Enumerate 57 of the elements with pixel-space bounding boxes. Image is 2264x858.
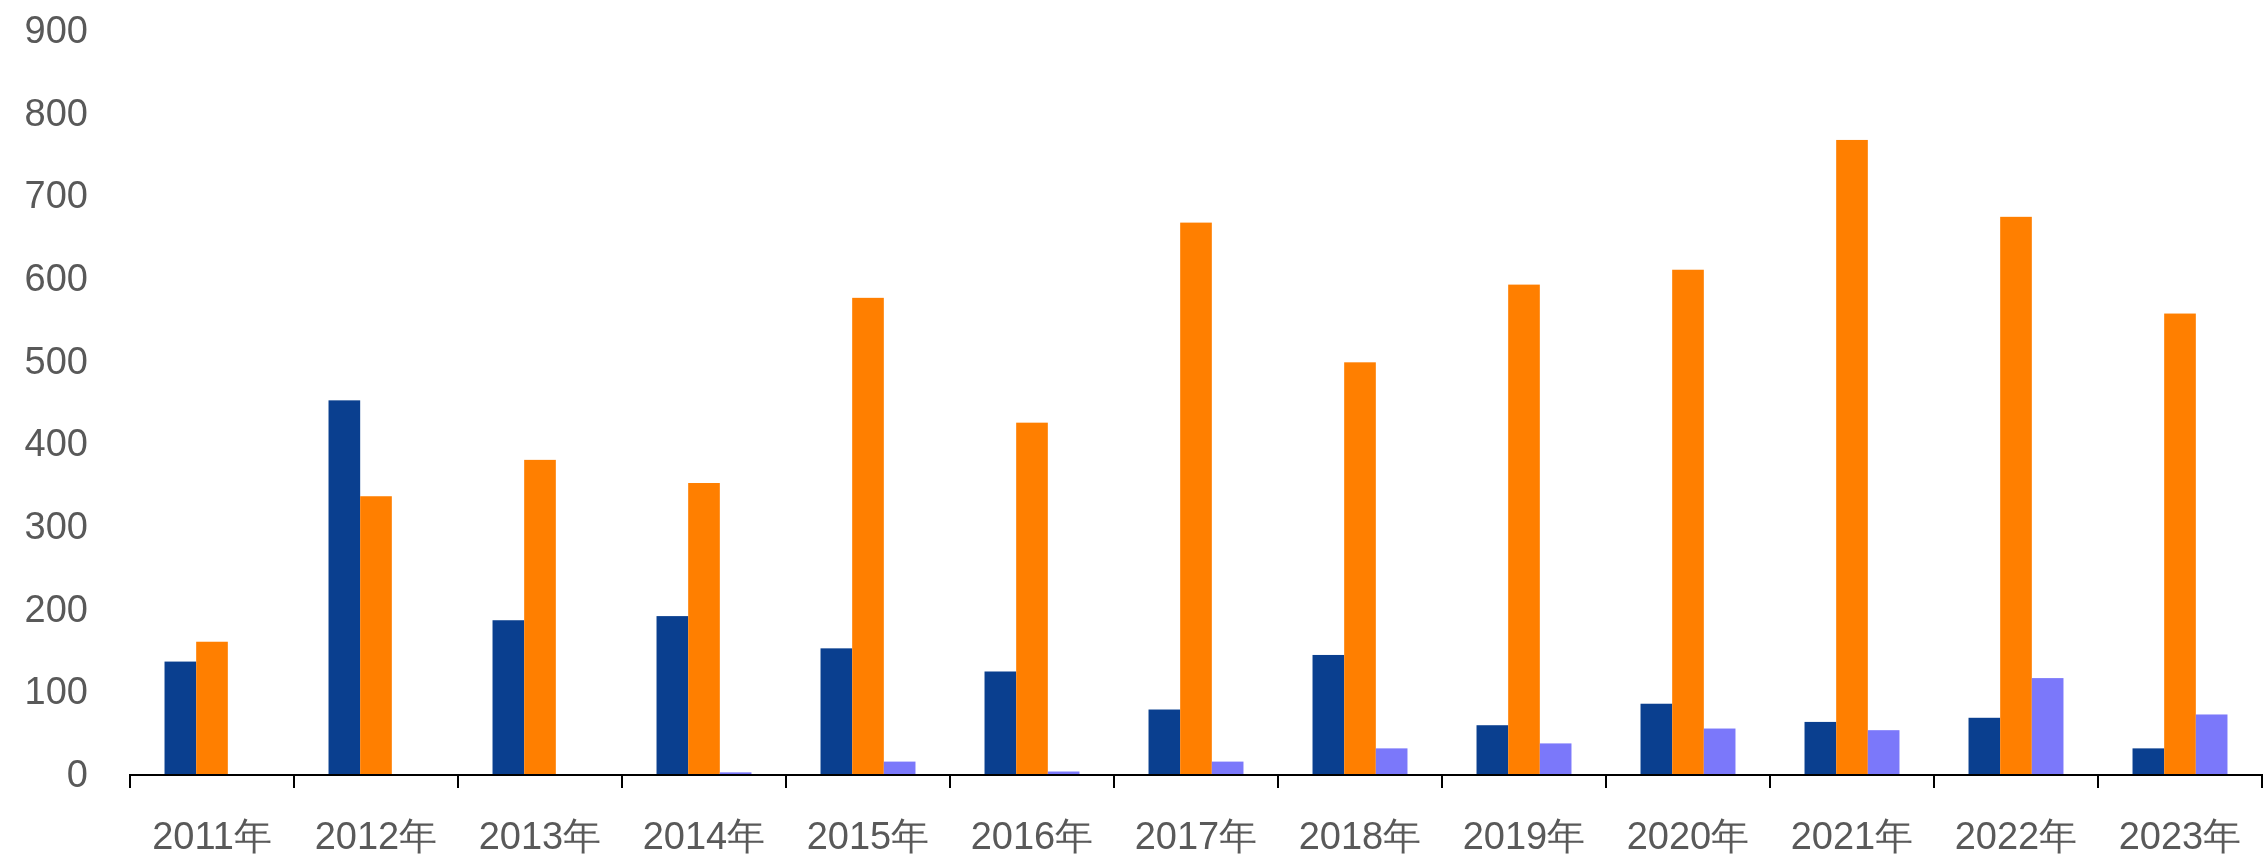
x-tick-label: 2013年	[478, 815, 602, 857]
y-tick-label: 800	[24, 91, 88, 134]
y-tick-label: 0	[66, 753, 88, 795]
x-tick-label: 2020年	[1626, 815, 1750, 857]
bar	[2132, 748, 2165, 774]
bar	[1804, 721, 1837, 774]
bar	[1375, 748, 1408, 774]
y-tick-label: 900	[24, 9, 88, 51]
bar	[2000, 216, 2032, 774]
y-tick-label: 100	[24, 670, 88, 713]
bar	[1180, 222, 1212, 774]
x-tick-label: 2014年	[642, 815, 766, 857]
bar	[883, 761, 916, 774]
x-tick-label: 2021年	[1790, 815, 1914, 857]
bar	[1968, 717, 2001, 774]
x-tick-label: 2016年	[970, 815, 1094, 857]
bar	[984, 671, 1017, 774]
bar	[492, 620, 525, 774]
bar	[1211, 761, 1244, 774]
bar	[328, 400, 361, 774]
y-tick-label: 400	[24, 422, 88, 465]
bar	[1640, 703, 1673, 774]
y-tick-label: 500	[24, 339, 88, 382]
bar	[820, 648, 853, 774]
x-tick-label: 2017年	[1134, 815, 1258, 857]
bar	[1867, 730, 1900, 774]
x-tick-label: 2012年	[314, 815, 438, 857]
bar	[1539, 743, 1572, 774]
y-tick-label: 200	[24, 587, 88, 630]
bar	[2164, 313, 2196, 774]
bar	[360, 496, 392, 774]
bar	[196, 641, 228, 774]
x-tick-label: 2011年	[152, 815, 272, 857]
bar	[656, 616, 689, 774]
bar	[1672, 269, 1704, 774]
bar	[164, 661, 197, 774]
bar	[1312, 654, 1345, 774]
x-tick-label: 2018年	[1298, 815, 1422, 857]
bar	[1476, 725, 1509, 774]
bar	[2195, 714, 2228, 774]
x-tick-label: 2023年	[2118, 815, 2242, 857]
y-tick-label: 300	[24, 505, 88, 547]
bar	[1344, 362, 1376, 774]
bar	[688, 483, 720, 774]
bar	[1016, 422, 1048, 774]
bar	[1836, 139, 1868, 774]
bar	[524, 459, 556, 774]
bar	[1508, 284, 1540, 774]
bar	[1148, 709, 1181, 774]
y-tick-label: 700	[24, 174, 88, 217]
y-tick-label: 600	[24, 257, 88, 299]
x-tick-label: 2019年	[1462, 815, 1586, 857]
bar	[2031, 678, 2064, 774]
bar	[1703, 728, 1736, 774]
bar	[852, 297, 884, 774]
x-tick-label: 2015年	[806, 815, 930, 857]
x-tick-label: 2022年	[1954, 815, 2078, 857]
